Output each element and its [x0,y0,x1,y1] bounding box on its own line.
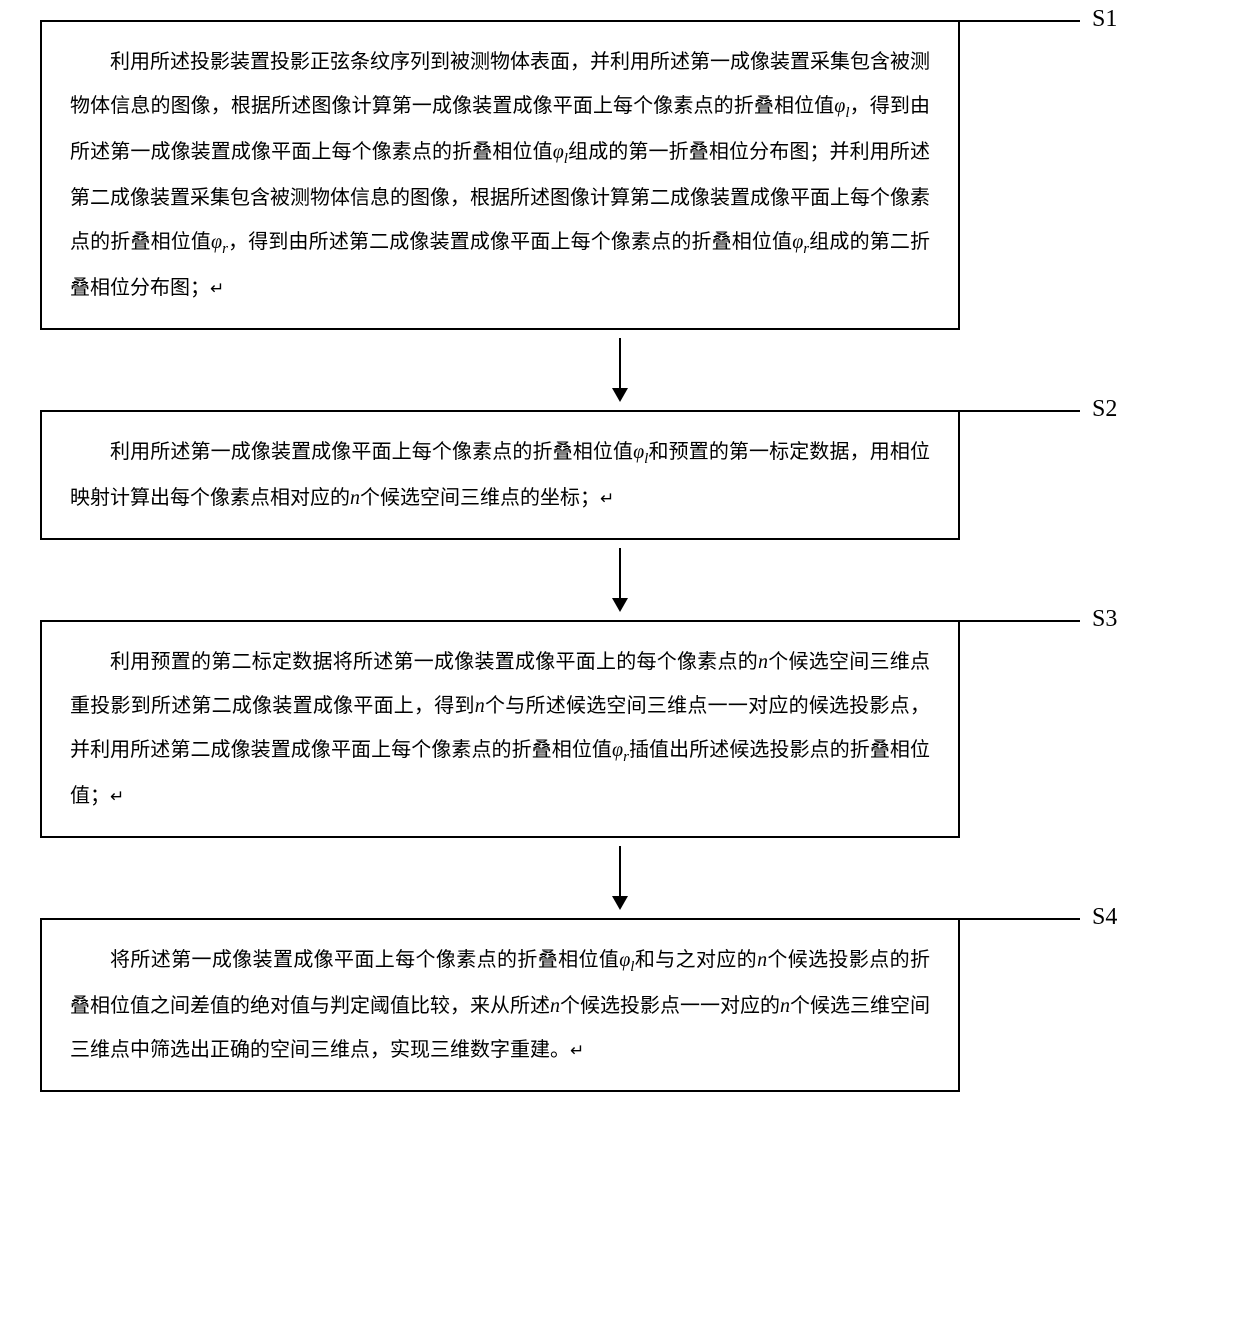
step-box-s2: 利用所述第一成像装置成像平面上每个像素点的折叠相位值φl和预置的第一标定数据，用… [40,410,960,540]
text-segment: 个候选投影点一一对应的 [560,995,780,1017]
italic-var: n [780,995,790,1017]
text-segment: 利用所述第一成像装置成像平面上每个像素点的折叠相位值 [110,441,633,463]
italic-var: n [550,995,560,1017]
text-segment: ，得到由所述第二成像装置成像平面上每个像素点的折叠相位值 [228,231,792,253]
phi-symbol: φr [211,231,228,253]
step-label-s3: S3 [1092,606,1117,633]
line-mark: ↵ [210,279,224,298]
line-mark: ↵ [600,489,614,508]
step-box-s3: 利用预置的第二标定数据将所述第一成像装置成像平面上的每个像素点的n个候选空间三维… [40,620,960,838]
label-wrap: S4 [960,918,1117,931]
phi-symbol: φl [834,95,849,117]
arrow-head [612,388,628,402]
step-box-s1: 利用所述投影装置投影正弦条纹序列到被测物体表面，并利用所述第一成像装置采集包含被… [40,20,960,330]
italic-var: n [475,695,485,717]
phi-symbol: φl [553,141,568,163]
text-segment: 和与之对应的 [634,949,757,971]
step-label-s1: S1 [1092,6,1117,33]
phi-symbol: φl [619,949,634,971]
phi-symbol: φr [612,739,629,761]
text-segment: 利用所述投影装置投影正弦条纹序列到被测物体表面，并利用所述第一成像装置采集包含被… [70,51,930,117]
connector-line [960,410,1080,412]
italic-var: n [757,949,767,971]
step-label-s2: S2 [1092,396,1117,423]
arrow-shaft [619,548,621,598]
arrow-head [612,896,628,910]
phi-symbol: φr [792,231,809,253]
connector-line [960,20,1080,22]
step-row-s2: 利用所述第一成像装置成像平面上每个像素点的折叠相位值φl和预置的第一标定数据，用… [40,410,1200,540]
arrow-down-icon [160,548,1080,612]
line-mark: ↵ [570,1041,584,1060]
italic-var: n [350,487,360,509]
step-row-s3: 利用预置的第二标定数据将所述第一成像装置成像平面上的每个像素点的n个候选空间三维… [40,620,1200,838]
arrow-shaft [619,846,621,896]
phi-symbol: φl [633,441,648,463]
text-segment: 个候选空间三维点的坐标； [360,487,600,509]
connector-line [960,620,1080,622]
label-wrap: S2 [960,410,1117,423]
step-row-s1: 利用所述投影装置投影正弦条纹序列到被测物体表面，并利用所述第一成像装置采集包含被… [40,20,1200,330]
arrow-head [612,598,628,612]
arrow-shaft [619,338,621,388]
text-segment: 利用预置的第二标定数据将所述第一成像装置成像平面上的每个像素点的 [110,651,758,673]
step-box-s4: 将所述第一成像装置成像平面上每个像素点的折叠相位值φl和与之对应的n个候选投影点… [40,918,960,1092]
arrow-down-icon [160,338,1080,402]
arrow-down-icon [160,846,1080,910]
step-row-s4: 将所述第一成像装置成像平面上每个像素点的折叠相位值φl和与之对应的n个候选投影点… [40,918,1200,1092]
flowchart-container: 利用所述投影装置投影正弦条纹序列到被测物体表面，并利用所述第一成像装置采集包含被… [40,20,1200,1092]
label-wrap: S1 [960,20,1117,33]
italic-var: n [758,651,768,673]
connector-line [960,918,1080,920]
label-wrap: S3 [960,620,1117,633]
step-label-s4: S4 [1092,904,1117,931]
text-segment: 将所述第一成像装置成像平面上每个像素点的折叠相位值 [110,949,619,971]
line-mark: ↵ [110,787,124,806]
